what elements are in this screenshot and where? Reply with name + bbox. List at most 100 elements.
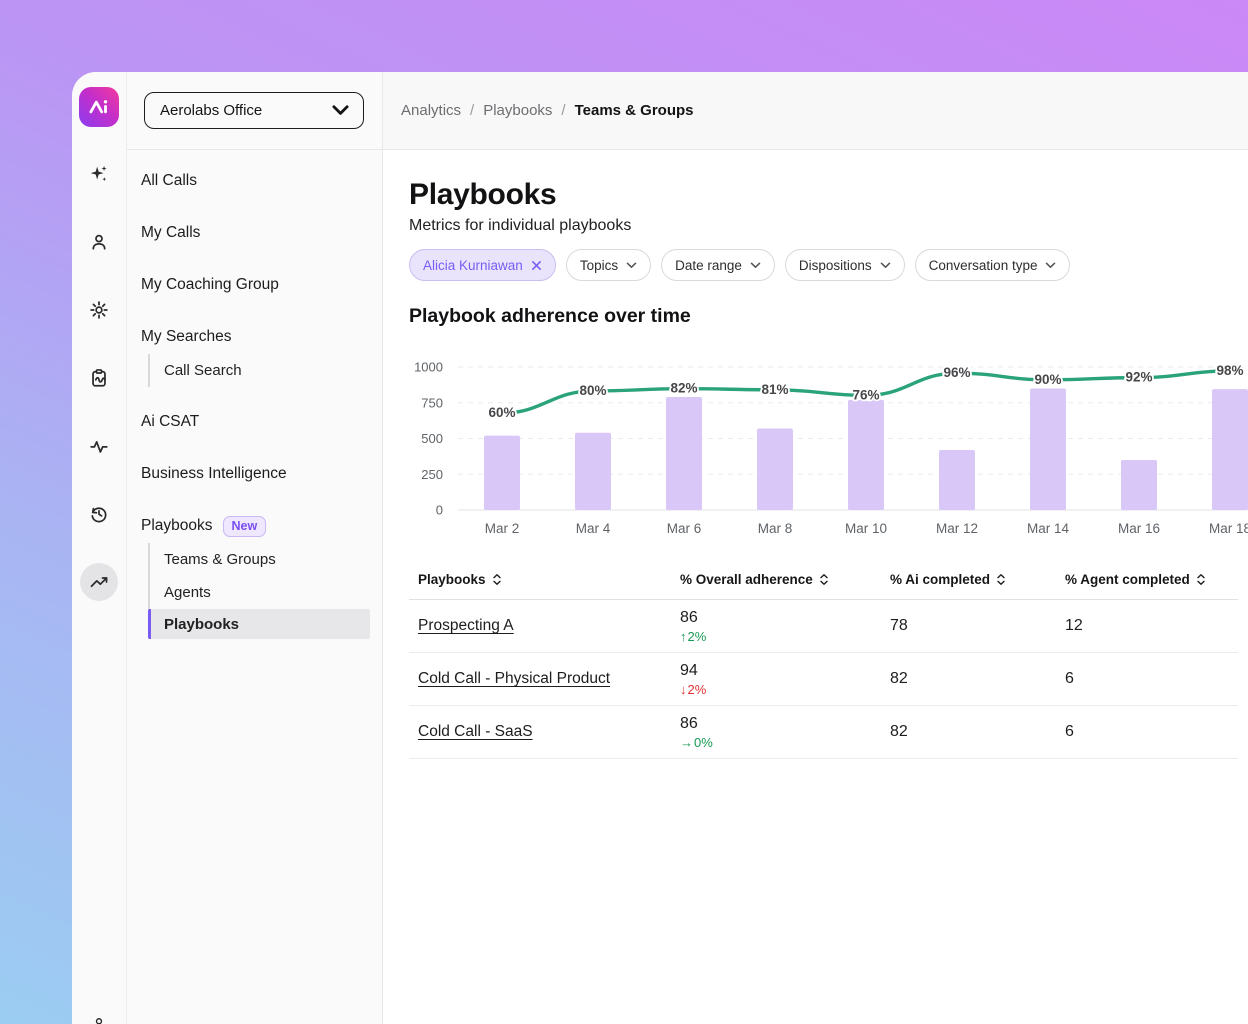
adherence-point-label: 96%: [943, 365, 970, 380]
x-axis-label: Mar 18: [1209, 521, 1248, 536]
breadcrumb-analytics[interactable]: Analytics: [401, 102, 461, 119]
nav-label: Ai CSAT: [141, 413, 199, 431]
sidebar-item-teams-groups[interactable]: Teams & Groups: [150, 543, 372, 576]
adherence-trend: →0%: [680, 736, 881, 751]
user-bottom-partial-icon[interactable]: [72, 1015, 126, 1024]
adherence-point-label: 80%: [579, 383, 606, 398]
ai-completed-value: 82: [881, 723, 1056, 741]
history-clock-icon[interactable]: [80, 495, 118, 533]
user-icon[interactable]: [80, 223, 118, 261]
sort-icon: [818, 573, 830, 586]
filter-dropdown-date-range[interactable]: Date range: [661, 249, 775, 281]
table-row: Prospecting A 86 ↑2% 78 12: [409, 600, 1238, 653]
volume-bar[interactable]: [939, 450, 975, 510]
filter-chip-selected-agent[interactable]: Alicia Kurniawan: [409, 249, 556, 281]
volume-bar[interactable]: [757, 428, 793, 510]
chevron-down-icon: [332, 105, 349, 116]
adherence-trend: ↓2%: [680, 683, 881, 698]
sidebar-item-all-calls[interactable]: All Calls: [127, 155, 382, 207]
sort-icon: [491, 573, 503, 586]
y-axis-tick: 750: [421, 395, 443, 410]
playbook-link[interactable]: Prospecting A: [418, 617, 514, 634]
trend-arrow-icon: ↓: [680, 683, 687, 698]
playbooks-sublist: Teams & Groups Agents Playbooks: [148, 543, 382, 639]
close-icon[interactable]: [531, 260, 542, 271]
column-header-overall-adherence[interactable]: % Overall adherence: [671, 572, 881, 599]
chevron-down-icon: [626, 262, 637, 269]
sidebar-item-my-coaching-group[interactable]: My Coaching Group: [127, 259, 382, 311]
volume-bar[interactable]: [1212, 389, 1248, 510]
playbooks-table: Playbooks % Overall adherence % Ai compl…: [409, 572, 1238, 759]
volume-bar[interactable]: [1030, 388, 1066, 510]
sidebar-item-call-search[interactable]: Call Search: [150, 354, 372, 387]
sidebar-nav: Aerolabs Office All Calls My Calls My Co…: [127, 72, 383, 1024]
column-header-ai-completed[interactable]: % Ai completed: [881, 572, 1056, 599]
column-header-playbooks[interactable]: Playbooks: [409, 572, 671, 599]
volume-bar[interactable]: [484, 436, 520, 510]
column-label: % Agent completed: [1065, 572, 1190, 587]
icon-rail: [72, 72, 127, 1024]
volume-bar[interactable]: [666, 397, 702, 510]
filter-chip-label: Topics: [580, 258, 618, 273]
chevron-down-icon: [1045, 262, 1056, 269]
filter-dropdown-topics[interactable]: Topics: [566, 249, 651, 281]
app-logo[interactable]: [79, 87, 119, 127]
adherence-point-label: 76%: [852, 387, 879, 402]
workspace-name: Aerolabs Office: [160, 102, 262, 119]
column-header-agent-completed[interactable]: % Agent completed: [1056, 572, 1238, 599]
nav-label: Business Intelligence: [141, 465, 287, 483]
filter-chip-label: Conversation type: [929, 258, 1038, 273]
settings-gear-icon[interactable]: [80, 291, 118, 329]
column-label: % Overall adherence: [680, 572, 813, 587]
nav-label: Call Search: [164, 362, 242, 379]
breadcrumb-separator: /: [561, 102, 565, 119]
sidebar-item-playbooks-sub[interactable]: Playbooks: [148, 609, 370, 639]
sidebar-item-ai-csat[interactable]: Ai CSAT: [127, 396, 382, 448]
adherence-trend: ↑2%: [680, 630, 881, 645]
ai-logo-icon: [86, 94, 112, 120]
adherence-chart-svg: 02505007501000Mar 2Mar 4Mar 6Mar 8Mar 10…: [409, 358, 1248, 548]
table-row: Cold Call - Physical Product 94 ↓2% 82 6: [409, 653, 1238, 706]
x-axis-label: Mar 2: [485, 521, 520, 536]
column-label: % Ai completed: [890, 572, 990, 587]
trend-arrow-icon: →: [680, 736, 693, 751]
filter-bar: Alicia Kurniawan Topics Date range Dispo…: [409, 249, 1248, 281]
trending-up-icon[interactable]: [80, 563, 118, 601]
sidebar-item-my-calls[interactable]: My Calls: [127, 207, 382, 259]
x-axis-label: Mar 4: [576, 521, 611, 536]
volume-bar[interactable]: [575, 433, 611, 510]
volume-bar[interactable]: [848, 400, 884, 510]
new-badge: New: [223, 516, 267, 537]
adherence-value: 86: [680, 715, 881, 733]
filter-dropdown-conversation-type[interactable]: Conversation type: [915, 249, 1071, 281]
y-axis-tick: 250: [421, 467, 443, 482]
agent-completed-value: 6: [1056, 723, 1238, 741]
nav-label: All Calls: [141, 172, 197, 190]
my-searches-sublist: Call Search: [148, 354, 382, 387]
playbook-link[interactable]: Cold Call - SaaS: [418, 723, 533, 740]
playbook-clipboard-icon[interactable]: [80, 359, 118, 397]
workspace-selector[interactable]: Aerolabs Office: [144, 92, 364, 129]
x-axis-label: Mar 6: [667, 521, 702, 536]
sort-icon: [995, 573, 1007, 586]
adherence-value: 86: [680, 609, 881, 627]
column-label: Playbooks: [418, 572, 486, 587]
sidebar-item-agents[interactable]: Agents: [150, 576, 372, 609]
breadcrumb-playbooks[interactable]: Playbooks: [483, 102, 552, 119]
app-window: Aerolabs Office All Calls My Calls My Co…: [72, 72, 1248, 1024]
filter-chip-label: Dispositions: [799, 258, 872, 273]
table-header-row: Playbooks % Overall adherence % Ai compl…: [409, 572, 1238, 600]
volume-bar[interactable]: [1121, 460, 1157, 510]
page-content: Playbooks Metrics for individual playboo…: [383, 150, 1248, 759]
nav-label: Playbooks: [141, 517, 213, 535]
nav-label: My Searches: [141, 328, 231, 346]
filter-dropdown-dispositions[interactable]: Dispositions: [785, 249, 905, 281]
activity-pulse-icon[interactable]: [80, 427, 118, 465]
filter-chip-label: Alicia Kurniawan: [423, 258, 523, 273]
filter-chip-label: Date range: [675, 258, 742, 273]
adherence-point-label: 92%: [1125, 370, 1152, 385]
sidebar-item-business-intelligence[interactable]: Business Intelligence: [127, 448, 382, 500]
table-row: Cold Call - SaaS 86 →0% 82 6: [409, 706, 1238, 759]
sparkles-icon[interactable]: [80, 155, 118, 193]
playbook-link[interactable]: Cold Call - Physical Product: [418, 670, 610, 687]
